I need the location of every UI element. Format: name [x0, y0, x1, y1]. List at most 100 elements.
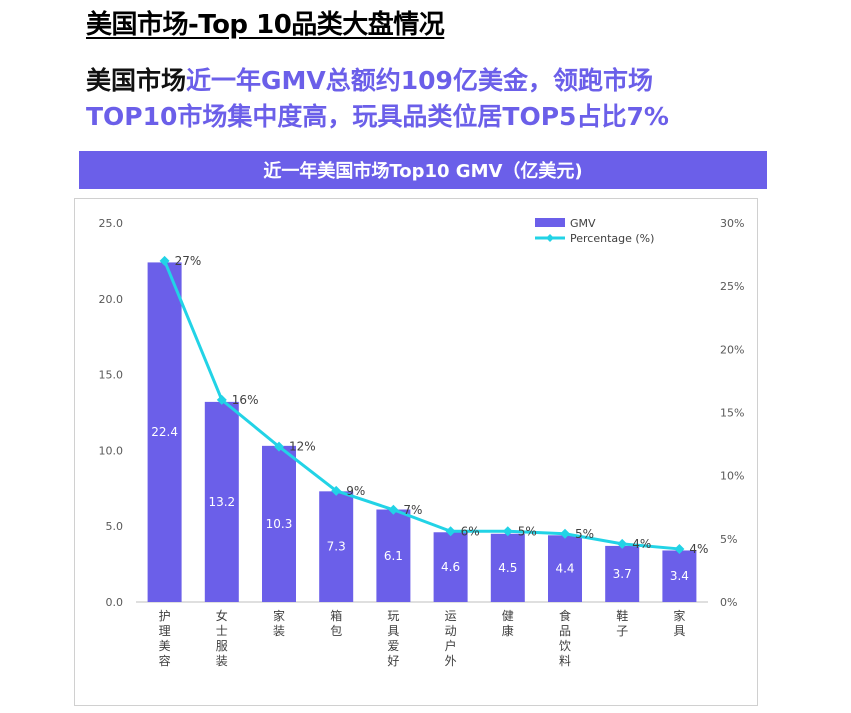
x-tick-char: 饮 [559, 639, 571, 653]
x-tick-char: 爱 [387, 639, 399, 653]
y-left-tick-label: 5.0 [106, 520, 124, 533]
percentage-data-label: 16% [232, 393, 259, 407]
x-tick-char: 运 [445, 609, 457, 623]
x-tick-char: 装 [216, 654, 228, 668]
x-tick-char: 具 [387, 624, 399, 638]
percentage-marker [216, 394, 227, 405]
y-right-tick-label: 5% [720, 533, 737, 546]
legend-label-percentage: Percentage (%) [570, 232, 654, 245]
percentage-marker [159, 255, 170, 266]
bar-value-labels: 22.4 13.2 10.3 7.3 6.1 4.6 4.5 4.4 3.7 3.4 [151, 425, 689, 583]
percentage-marker [502, 526, 513, 537]
y-right-tick-label: 0% [720, 596, 737, 609]
bar-value-label: 3.7 [613, 567, 632, 581]
y-right-tick-label: 10% [720, 470, 744, 483]
x-tick-char: 动 [445, 624, 457, 638]
bar-value-label: 22.4 [151, 425, 178, 439]
x-tick-label: 家装 [273, 608, 285, 638]
bar [605, 545, 640, 602]
bar-value-label: 4.5 [498, 561, 517, 575]
x-tick-char: 士 [216, 624, 228, 638]
bar-value-label: 3.4 [670, 569, 689, 583]
chart-legend: GMV Percentage (%) [535, 217, 654, 245]
percentage-data-label: 5% [575, 527, 594, 541]
y-left-tick-label: 15.0 [99, 369, 124, 382]
bar-value-label: 10.3 [266, 517, 293, 531]
x-tick-label: 健康 [502, 609, 514, 638]
y-left-tick-label: 20.0 [99, 293, 124, 306]
x-tick-char: 外 [445, 654, 457, 668]
x-tick-char: 容 [159, 653, 171, 668]
percentage-data-label: 4% [689, 542, 708, 556]
legend-swatch-gmv [535, 218, 565, 227]
x-tick-char: 料 [559, 654, 571, 668]
percentage-data-label: 6% [461, 524, 480, 538]
bar [319, 491, 354, 602]
percentage-data-label: 7% [403, 503, 422, 517]
x-tick-char: 美 [159, 639, 171, 653]
y-left-tick-label: 10.0 [99, 444, 124, 457]
bar [548, 535, 582, 602]
percentage-data-label: 12% [289, 440, 316, 454]
y-right-tick-label: 25% [720, 280, 744, 293]
x-tick-char: 家 [273, 608, 285, 623]
x-tick-char: 子 [616, 624, 628, 638]
x-tick-label: 箱包 [330, 608, 342, 638]
bar-value-label: 6.1 [384, 549, 403, 563]
headline-accent-1: 近一年GMV总额约109亿美金，领跑市场 [186, 66, 653, 95]
x-tick-char: 包 [330, 624, 342, 638]
headline-line-1: 美国市场近一年GMV总额约109亿美金，领跑市场 [86, 63, 669, 99]
x-tick-char: 品 [559, 624, 571, 638]
percentage-data-label: 27% [175, 254, 202, 268]
headline: 美国市场近一年GMV总额约109亿美金，领跑市场 TOP10市场集中度高，玩具品… [86, 63, 669, 135]
y-right-tick-label: 15% [720, 407, 744, 420]
legend-label-gmv: GMV [570, 217, 596, 230]
x-tick-label: 护理美容 [159, 609, 171, 668]
x-tick-char: 健 [502, 609, 514, 623]
bar [147, 262, 182, 602]
x-tick-char: 好 [387, 654, 399, 668]
page-title: 美国市场-Top 10品类大盘情况 [86, 10, 445, 40]
x-tick-char: 服 [216, 639, 228, 653]
percentage-data-label: 9% [346, 484, 365, 498]
percentage-marker [445, 526, 456, 537]
x-tick-char: 理 [159, 624, 171, 638]
x-tick-char: 户 [445, 638, 457, 653]
x-tick-label: 食品饮料 [559, 608, 571, 668]
bar [376, 509, 411, 602]
x-tick-char: 装 [273, 624, 285, 638]
bar-series [147, 262, 697, 602]
x-tick-char: 具 [673, 624, 685, 638]
x-tick-label: 家具 [673, 608, 685, 638]
percentage-marker [674, 543, 685, 554]
x-tick-label: 玩具爱好 [387, 609, 399, 668]
x-tick-char: 箱 [330, 608, 342, 623]
x-tick-label: 运动户外 [445, 609, 457, 668]
x-tick-char: 食 [559, 608, 571, 623]
chart-svg: 0.0 5.0 10.0 15.0 20.0 25.0 0% 5% 10% 15% 20% 25% 30… [99, 217, 745, 668]
bar-value-label: 13.2 [208, 495, 235, 509]
y-right-tick-label: 30% [720, 217, 744, 230]
chart-frame: 0.0 5.0 10.0 15.0 20.0 25.0 0% 5% 10% 15% 20% 25% 30… [74, 198, 758, 706]
bar-value-label: 4.6 [441, 560, 460, 574]
percentage-marker [560, 528, 570, 539]
percentage-marker [331, 485, 342, 496]
x-tick-char: 玩 [387, 609, 399, 623]
percentage-line [163, 260, 680, 551]
x-tick-char: 护 [159, 609, 171, 623]
percentage-marker [617, 538, 628, 549]
bar-value-label: 4.4 [555, 562, 574, 576]
bar [262, 445, 296, 602]
x-tick-char: 家 [673, 608, 685, 623]
percentage-line-series: 27% 16% 12% 9% 7% 6% 5% 5% 4% 4% [159, 254, 708, 556]
chart-title-banner: 近一年美国市场Top10 GMV（亿美元) [79, 151, 767, 189]
headline-accent-2: TOP10市场集中度高，玩具品类位居TOP5占比7% [86, 102, 669, 131]
percentage-data-label: 5% [518, 524, 537, 538]
bar-value-label: 7.3 [327, 540, 346, 554]
y-right-tick-label: 20% [720, 343, 744, 356]
percentage-data-label: 4% [632, 537, 651, 551]
chart-axes: 0.0 5.0 10.0 15.0 20.0 25.0 0% 5% 10% 15% 20% 25% 30… [99, 217, 745, 609]
bar [433, 532, 468, 602]
percentage-marker [388, 504, 399, 515]
